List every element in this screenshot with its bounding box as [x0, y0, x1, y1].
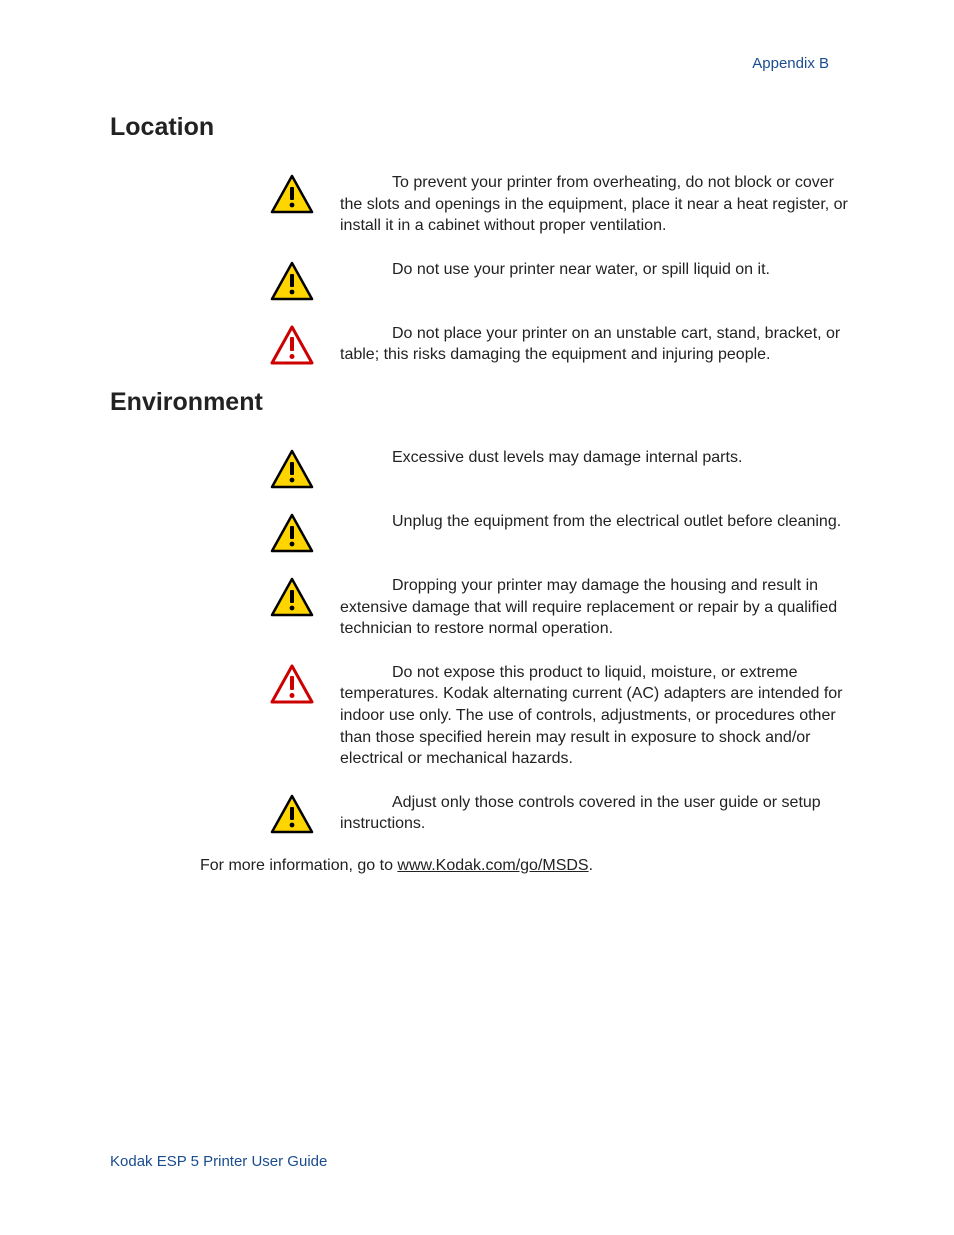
environment-item-4: Adjust only those controls covered in th…	[270, 792, 869, 835]
caution-icon	[270, 575, 340, 617]
warning-text: Unplug the equipment from the electrical…	[340, 511, 869, 533]
location-item-2: Do not place your printer on an unstable…	[270, 323, 869, 366]
caution-icon	[270, 259, 340, 301]
appendix-label: Appendix B	[752, 55, 829, 72]
more-info-line: For more information, go to www.Kodak.co…	[200, 857, 869, 875]
warning-text: Excessive dust levels may damage interna…	[340, 447, 869, 469]
caution-icon	[270, 511, 340, 553]
msds-link[interactable]: www.Kodak.com/go/MSDS	[397, 857, 588, 874]
environment-item-3: Do not expose this product to liquid, mo…	[270, 662, 869, 770]
footer-guide-title: Kodak ESP 5 Printer User Guide	[110, 1153, 327, 1170]
caution-icon	[270, 792, 340, 834]
location-item-1: Do not use your printer near water, or s…	[270, 259, 869, 301]
caution-icon	[270, 172, 340, 214]
warning-icon	[270, 662, 340, 704]
warning-icon	[270, 323, 340, 365]
warning-text: Do not use your printer near water, or s…	[340, 259, 869, 281]
warning-text: To prevent your printer from overheating…	[340, 172, 869, 237]
page-header: Appendix B	[110, 55, 869, 73]
warning-text: Do not place your printer on an unstable…	[340, 323, 869, 366]
warning-text: Dropping your printer may damage the hou…	[340, 575, 869, 640]
environment-item-1: Unplug the equipment from the electrical…	[270, 511, 869, 553]
heading-environment: Environment	[110, 388, 869, 417]
environment-item-2: Dropping your printer may damage the hou…	[270, 575, 869, 640]
location-item-0: To prevent your printer from overheating…	[270, 172, 869, 237]
environment-item-0: Excessive dust levels may damage interna…	[270, 447, 869, 489]
more-info-prefix: For more information, go to	[200, 857, 397, 874]
warning-text: Do not expose this product to liquid, mo…	[340, 662, 869, 770]
caution-icon	[270, 447, 340, 489]
more-info-suffix: .	[589, 857, 593, 874]
heading-location: Location	[110, 113, 869, 142]
warning-text: Adjust only those controls covered in th…	[340, 792, 869, 835]
